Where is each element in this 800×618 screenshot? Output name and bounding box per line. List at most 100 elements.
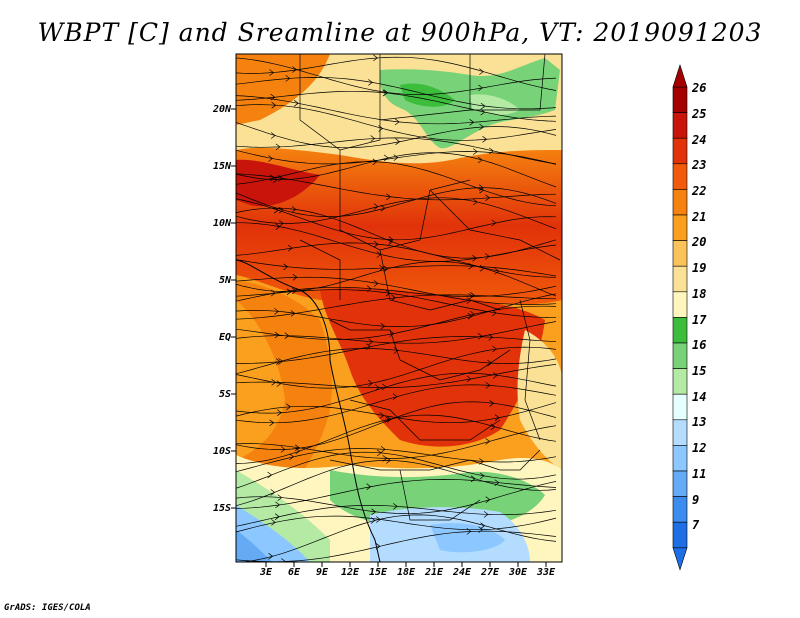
colorbar-label: 18: [692, 287, 707, 301]
lon-label-9e: 9E: [315, 567, 329, 578]
streamline-arrow: [373, 240, 379, 248]
streamline-arrow: [374, 384, 380, 391]
streamline-arrow: [376, 251, 382, 258]
colorbar-label: 15: [692, 364, 707, 378]
streamline-arrow: [479, 186, 485, 194]
streamline-arrow: [373, 54, 378, 62]
streamline-arrow: [472, 148, 478, 155]
streamline-arrow: [483, 511, 489, 518]
streamline-arrow: [388, 236, 394, 243]
lon-label-27e: 27E: [480, 567, 500, 578]
streamline-arrow: [270, 132, 276, 139]
streamline: [236, 122, 557, 149]
colorbar-bottom-arrow: [672, 547, 688, 571]
streamline-arrow: [271, 379, 277, 386]
streamline-arrow: [485, 496, 491, 503]
lon-label-21e: 21E: [424, 567, 444, 578]
streamline-arrow: [291, 287, 297, 295]
streamline-arrow: [286, 288, 292, 296]
map-title: WBPT [C] and Sreamline at 900hPa, VT: 20…: [37, 18, 763, 47]
streamline-arrow: [280, 446, 286, 453]
streamline: [236, 515, 557, 533]
streamline-arrow: [487, 359, 493, 367]
colorbar-segment: [672, 342, 688, 369]
streamline-arrow: [286, 403, 291, 411]
streamline-arrow: [469, 119, 475, 126]
lon-label-12e: 12E: [340, 567, 360, 578]
streamline-arrow: [283, 263, 289, 271]
streamline-arrow: [274, 513, 280, 520]
streamline: [236, 161, 557, 207]
colorbar-segment: [672, 419, 688, 446]
streamline: [236, 321, 557, 344]
streamline-arrow: [478, 184, 484, 191]
colorbar-segment: [672, 214, 688, 241]
colorbar-label: 25: [692, 107, 707, 121]
streamline: [236, 425, 557, 459]
streamline-arrow: [479, 68, 484, 75]
lon-label-18e: 18E: [396, 567, 416, 578]
streamlines: [236, 54, 557, 562]
streamline-arrow: [392, 393, 398, 400]
streamline-arrow: [285, 75, 291, 82]
lon-label-24e: 24E: [452, 567, 472, 578]
colorbar-label: 7: [692, 518, 700, 532]
streamline-arrow: [494, 414, 500, 421]
streamline: [236, 336, 557, 364]
streamline-arrow: [472, 255, 478, 262]
streamline-arrow: [466, 375, 472, 383]
streamline-arrow: [494, 267, 500, 275]
streamline: [236, 530, 557, 562]
streamline-arrow: [386, 193, 392, 201]
streamline-arrow: [382, 89, 388, 97]
streamline-arrow: [269, 69, 275, 76]
colorbar-segment: [672, 240, 688, 267]
streamline: [236, 242, 557, 278]
streamline-arrow: [371, 508, 377, 516]
streamline-arrow: [370, 517, 376, 524]
streamline-arrow: [389, 330, 395, 337]
region-kalahari-cold: [430, 523, 505, 553]
streamline-arrow: [275, 358, 281, 365]
streamline: [236, 261, 557, 297]
streamline: [236, 276, 557, 305]
streamline-arrow: [485, 194, 490, 202]
colorbar-segment: [672, 163, 688, 190]
streamline: [236, 187, 557, 217]
streamline-arrow: [379, 412, 385, 419]
streamline-arrow: [477, 333, 483, 340]
colorbar-label: 22: [692, 184, 707, 198]
streamline-arrow: [292, 274, 298, 281]
streamline-arrow: [480, 102, 486, 110]
streamline-arrow: [278, 358, 284, 365]
streamline-arrow: [271, 101, 277, 109]
streamline: [236, 198, 557, 241]
streamline-arrow: [380, 204, 386, 212]
lat-label-10n: 10N: [212, 218, 231, 229]
region-gulf-offshore: [236, 300, 285, 460]
colorbar-segment: [672, 496, 688, 523]
streamline-arrow: [270, 489, 276, 496]
streamline-arrow: [383, 265, 389, 273]
streamline: [236, 460, 557, 507]
colorbar-label: 19: [692, 261, 707, 275]
streamline-arrow: [494, 479, 500, 486]
streamline-arrow: [375, 543, 381, 550]
lon-label-30e: 30E: [508, 567, 528, 578]
colorbar-segment: [672, 368, 688, 395]
streamline: [237, 514, 557, 562]
streamline-arrow: [479, 123, 484, 131]
streamline-arrow: [393, 503, 398, 510]
colorbar-segment: [672, 393, 688, 421]
streamline: [236, 137, 557, 165]
streamline: [236, 505, 557, 527]
streamline-arrow: [388, 238, 394, 246]
lat-label-15n: 15N: [212, 161, 231, 172]
streamline-arrow: [267, 471, 273, 479]
streamline-arrow: [393, 347, 399, 354]
streamline: [236, 451, 557, 489]
streamline-arrow: [393, 154, 399, 161]
lat-label-5n: 5N: [218, 275, 231, 286]
streamline: [236, 95, 557, 125]
